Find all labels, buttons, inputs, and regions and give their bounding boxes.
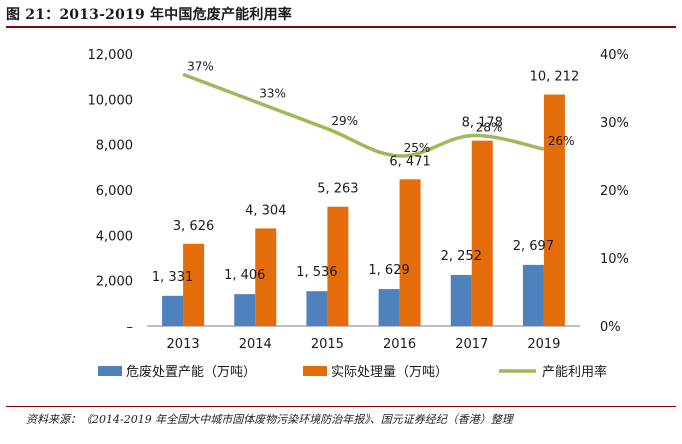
capacity-data-label: 2, 252 [441,249,482,264]
left-axis-tick-label: 6,000 [96,184,133,199]
source-note: 资料来源：《2014-2019 年全国大中城市固体废物污染环境防治年报》、国元证… [26,413,513,426]
actual-volume-data-label: 3, 626 [173,219,214,234]
right-axis-tick-label: 20% [600,184,629,199]
actual-volume-data-label: 8, 178 [462,116,503,131]
source-divider [6,406,676,407]
left-axis-tick-label: 8,000 [96,139,133,154]
capacity-data-label: 1, 406 [224,268,265,283]
utilization-rate-data-label: 29% [331,114,358,128]
utilization-rate-data-label: 28% [476,121,503,135]
legend-label-utilization-rate: 产能利用率 [542,364,607,380]
actual-volume-bar [327,206,349,326]
right-axis-tick-label: 10% [600,252,629,267]
legend-swatch-capacity [98,366,122,376]
actual-volume-bar [543,94,565,326]
actual-volume-data-label: 4, 304 [245,203,286,218]
left-axis-tick-label: 12,000 [88,48,134,63]
capacity-bar [378,289,400,326]
actual-volume-bar [183,243,205,326]
legend-label-actual-volume: 实际处理量（万吨） [331,365,448,380]
actual-volume-bar [255,228,277,326]
utilization-rate-data-label: 37% [187,59,214,73]
capacity-data-label: 1, 536 [296,265,337,280]
right-axis-tick-label: 30% [600,116,629,131]
actual-volume-data-label: 6, 471 [389,154,430,169]
chart-title: 图 21：2013-2019 年中国危废产能利用率 [6,7,292,23]
capacity-bar [306,291,328,326]
x-axis-tick-label: 2013 [167,337,200,352]
right-axis-tick-label: 0% [600,320,621,335]
capacity-data-label: 1, 331 [152,270,193,285]
left-axis-tick-label: 10,000 [88,93,134,108]
capacity-bar [522,264,544,326]
capacity-data-label: 1, 629 [368,263,409,278]
actual-volume-data-label: 10, 212 [530,70,580,85]
capacity-bar [162,295,184,326]
left-axis-tick-label: 2,000 [96,275,133,290]
actual-volume-bar [471,140,493,326]
left-axis-tick-label: – [127,320,134,335]
right-axis-tick-label: 40% [600,48,629,63]
utilization-rate-data-label: 25% [404,141,431,155]
x-axis-tick-label: 2014 [239,337,272,352]
utilization-rate-data-label: 33% [259,87,286,101]
actual-volume-bar [399,179,421,326]
title-divider [6,26,676,28]
capacity-bar [234,294,256,326]
legend-swatch-actual-volume [303,366,327,376]
x-axis-tick-label: 2017 [455,337,488,352]
legend-label-capacity: 危废处置产能（万吨） [126,364,256,380]
capacity-data-label: 2, 697 [513,239,554,254]
utilization-rate-line [182,72,545,158]
x-axis-tick-label: 2015 [311,337,344,352]
capacity-bar [450,274,472,326]
x-axis-tick-label: 2016 [383,337,416,352]
utilization-rate-data-label: 26% [548,134,575,148]
x-axis-tick-label: 2019 [527,337,560,352]
actual-volume-data-label: 5, 263 [317,182,358,197]
left-axis-tick-label: 4,000 [96,229,133,244]
